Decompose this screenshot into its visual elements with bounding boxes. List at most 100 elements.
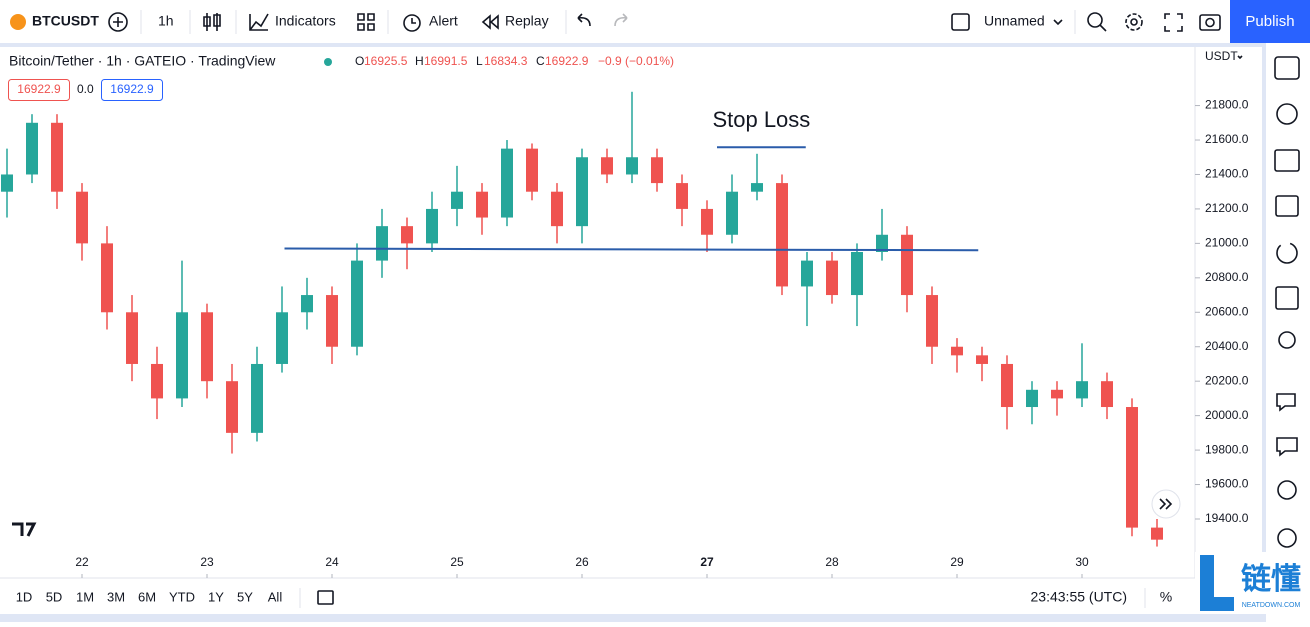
candle-body (701, 208, 713, 235)
y-tick-label: 21800.0 (1205, 98, 1249, 112)
candle-body (551, 191, 563, 227)
layout-checkbox[interactable] (951, 13, 970, 31)
snapshot[interactable] (1199, 14, 1221, 31)
y-tick-label: 19400.0 (1205, 511, 1249, 525)
candle-body (126, 312, 138, 364)
candle-body (1001, 363, 1013, 408)
candle-body (876, 234, 888, 252)
range-button[interactable]: 6M (138, 589, 156, 604)
range-button[interactable]: 1Y (208, 589, 224, 604)
candle-body (901, 234, 913, 296)
candle-body (226, 381, 238, 433)
replay-icon[interactable] (481, 14, 499, 30)
watchlist[interactable] (1274, 56, 1300, 80)
currency[interactable]: USDT (1205, 49, 1238, 63)
indicators-icon[interactable] (249, 13, 269, 31)
undo[interactable] (577, 13, 591, 27)
percent-toggle[interactable]: % (1160, 589, 1172, 605)
candle-body (251, 363, 263, 433)
candle-body (76, 191, 88, 244)
publish-button[interactable] (1230, 0, 1310, 43)
range-button[interactable]: 1M (76, 589, 94, 604)
chats[interactable] (1276, 393, 1296, 412)
x-tick-label: 22 (75, 555, 89, 569)
scroll-icon (1159, 498, 1173, 510)
messages[interactable] (1276, 437, 1298, 457)
ohlc-value: 16834.3 (484, 54, 528, 68)
calls[interactable] (1277, 528, 1297, 548)
news[interactable] (1274, 149, 1300, 172)
ideas[interactable] (1278, 331, 1296, 349)
watermark-site: NEATDOWN.COM (1242, 602, 1301, 609)
tv-logo[interactable] (12, 522, 37, 537)
layout-menu[interactable] (1053, 19, 1063, 26)
x-tick-label: 27 (700, 555, 714, 569)
candle-body (276, 312, 288, 364)
candle-body (626, 157, 638, 175)
symbol[interactable]: BTCUSDT (32, 13, 99, 29)
layout-name[interactable]: Unnamed (984, 13, 1045, 29)
publish[interactable]: Publish (1245, 13, 1294, 30)
ohlc-value: 16922.9 (545, 54, 589, 68)
ohlc-value: 16991.5 (424, 54, 468, 68)
candle-body (851, 251, 863, 296)
hotlists[interactable] (1276, 242, 1298, 264)
currency-menu[interactable] (1237, 55, 1243, 60)
ask: 16922.9 (110, 82, 154, 96)
toolbar: BTCUSDT 1h Indicators Alert Replay Unnam… (10, 0, 1310, 43)
replay[interactable]: Replay (505, 13, 549, 29)
candle-body (201, 312, 213, 382)
search-handle (1099, 24, 1107, 32)
candle-body (101, 243, 113, 313)
candle-body (376, 226, 388, 261)
add-symbol[interactable] (108, 12, 128, 32)
interval[interactable]: 1h (158, 13, 174, 29)
range-bar: 1D 5D 1M 3M 6M YTD 1Y 5Y All (16, 589, 283, 604)
range-button[interactable]: 5Y (237, 589, 253, 604)
support-line (284, 247, 979, 252)
redo[interactable] (614, 13, 628, 27)
x-tick-label: 28 (825, 555, 839, 569)
candle-body (1051, 389, 1063, 399)
candle-body (726, 191, 738, 235)
range-button[interactable]: All (268, 589, 283, 604)
y-tick-label: 21600.0 (1205, 132, 1249, 146)
range-button[interactable]: 3M (107, 589, 125, 604)
range-button[interactable]: 1D (16, 589, 33, 604)
settings[interactable] (1125, 13, 1143, 31)
alert-icon[interactable] (403, 14, 421, 32)
x-tick-label: 25 (450, 555, 464, 569)
candle-body (576, 157, 588, 227)
candle-body (951, 346, 963, 356)
x-tick-label: 29 (950, 555, 964, 569)
fullscreen[interactable] (1164, 13, 1183, 32)
y-tick-label: 21200.0 (1205, 201, 1249, 215)
templates[interactable] (357, 13, 375, 31)
range-button[interactable]: YTD (169, 589, 195, 604)
indicators[interactable]: Indicators (275, 13, 336, 29)
candle-body (1126, 407, 1138, 528)
sidebar (1274, 56, 1300, 548)
alerts[interactable] (1276, 103, 1298, 125)
alert[interactable]: Alert (429, 13, 458, 29)
date-range[interactable] (317, 590, 334, 605)
add-symbol-plus (113, 17, 123, 27)
y-tick-label: 19600.0 (1205, 477, 1249, 491)
x-tick-label: 24 (325, 555, 339, 569)
frame-top (0, 43, 1262, 47)
chart-type[interactable] (203, 13, 221, 31)
candle-body (176, 312, 188, 399)
candle-body (301, 295, 313, 313)
y-tick-label: 21400.0 (1205, 167, 1249, 181)
ohlc-label: O (355, 54, 364, 68)
frame-right (1262, 43, 1266, 622)
range-button[interactable]: 5D (46, 589, 63, 604)
data-window[interactable] (1275, 195, 1299, 217)
streams[interactable] (1277, 480, 1297, 500)
search[interactable] (1087, 12, 1103, 28)
bid-box (8, 79, 70, 101)
calendar[interactable] (1275, 286, 1299, 310)
y-tick-label: 21000.0 (1205, 236, 1249, 250)
coin-icon (10, 14, 26, 30)
candle-body (976, 355, 988, 364)
